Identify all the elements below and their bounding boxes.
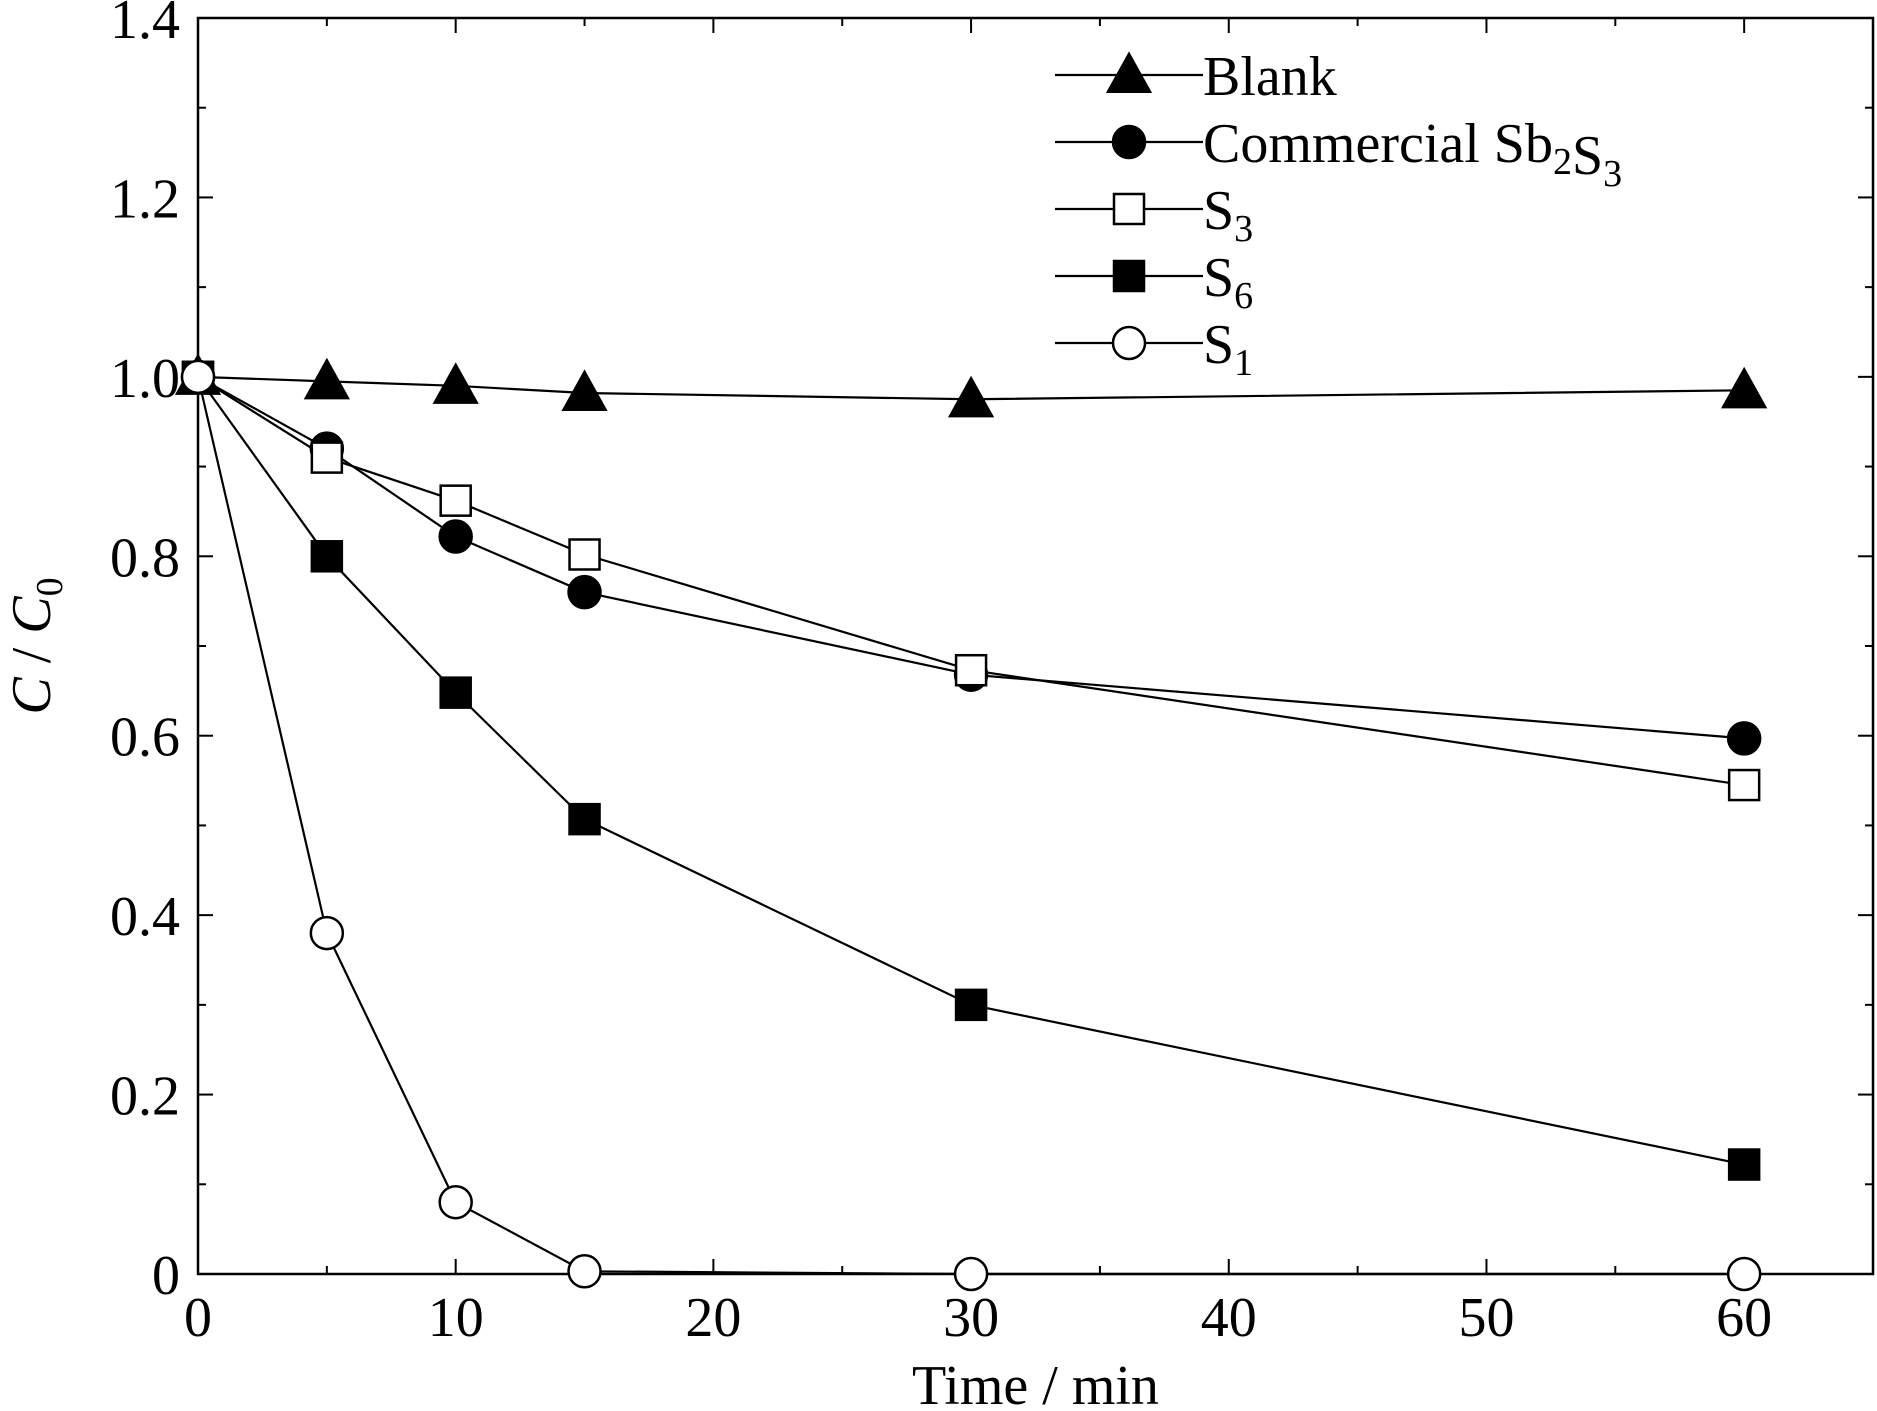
y-axis-label: C / C0	[1, 577, 71, 714]
data-point-s1	[1726, 1256, 1762, 1292]
data-point-s1	[567, 1254, 602, 1289]
y-tick-label: 0.2	[110, 1066, 180, 1128]
data-point-s3	[310, 441, 344, 474]
y-tick-label: 0.6	[110, 707, 180, 769]
legend-label: S3	[1203, 180, 1253, 250]
data-point-s6	[439, 676, 472, 709]
x-tick-label: 30	[943, 1287, 999, 1349]
legend-marker	[1111, 325, 1147, 361]
data-point-s1	[953, 1256, 989, 1292]
y-tick-label: 1.0	[110, 348, 180, 410]
data-point-blank	[561, 369, 608, 412]
data-point-s6	[1727, 1148, 1761, 1181]
x-tick-label: 20	[685, 1287, 741, 1349]
y-tick-label: 0.8	[110, 527, 180, 589]
series-markers	[174, 353, 1768, 1292]
x-tick-label: 0	[184, 1287, 212, 1349]
legend-label: S6	[1203, 247, 1253, 317]
data-point-blank	[303, 357, 350, 400]
y-tick-label: 1.4	[110, 0, 180, 51]
x-tick-label: 40	[1201, 1287, 1257, 1349]
data-point-blank	[1721, 366, 1768, 409]
legend-label: Blank	[1203, 46, 1337, 108]
legend-marker	[1105, 51, 1153, 94]
legend-marker	[1112, 259, 1146, 293]
data-point-s6	[954, 988, 988, 1022]
data-point-s3	[439, 484, 472, 517]
data-point-s3	[954, 653, 988, 687]
data-point-s6	[310, 540, 344, 573]
series-lines	[196, 375, 1745, 1276]
legend-marker	[1111, 124, 1147, 160]
plot-frame	[196, 16, 1875, 1276]
data-point-s1	[309, 915, 345, 951]
legend-label: Commercial Sb2S3	[1203, 113, 1622, 195]
legend-label: S1	[1203, 314, 1253, 384]
data-point-s1	[438, 1184, 473, 1220]
data-point-blank	[947, 375, 995, 418]
axis-ticks: 0 10 20 30 40 50 60 0 0.2 0.4 0.6 0.8 1.0 1.2 1.4	[110, 0, 1874, 1349]
x-tick-label: 50	[1458, 1287, 1514, 1349]
data-point-commercial-sb2s3	[438, 519, 473, 554]
y-tick-label: 0	[152, 1245, 180, 1307]
x-tick-label: 60	[1716, 1287, 1772, 1349]
x-tick-label: 10	[428, 1287, 484, 1349]
legend-marker	[1112, 192, 1146, 226]
data-point-blank	[432, 362, 479, 404]
data-point-commercial-sb2s3	[567, 574, 602, 610]
data-point-s3	[568, 538, 601, 571]
series-line-blank	[197, 375, 1745, 401]
data-point-commercial-sb2s3	[1726, 721, 1762, 756]
data-point-s3	[1727, 768, 1761, 802]
x-axis-label: Time / min	[912, 1355, 1159, 1406]
data-point-s1	[180, 359, 216, 395]
data-point-s6	[568, 802, 601, 836]
series-line-commercial-sb2s3	[197, 375, 1745, 740]
y-tick-label: 0.4	[110, 886, 180, 948]
series-line-s1	[196, 376, 1745, 1276]
series-line-s6	[197, 376, 1745, 1166]
y-tick-label: 1.2	[110, 168, 180, 230]
series-line-s3	[197, 375, 1745, 787]
